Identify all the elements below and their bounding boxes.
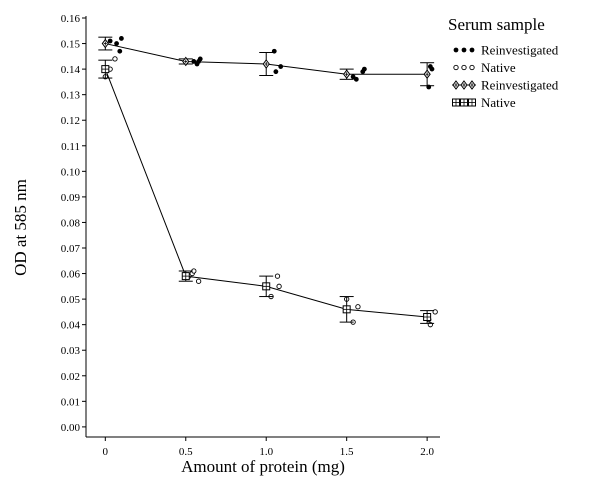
data-point-dot xyxy=(114,41,119,46)
data-point xyxy=(355,304,361,310)
mean-marker xyxy=(262,59,270,69)
y-tick-label: 0.10 xyxy=(61,166,81,178)
legend-label: Reinvestigated xyxy=(481,78,559,93)
data-point-dot xyxy=(197,56,203,62)
data-point xyxy=(117,48,123,54)
x-tick-label: 1.0 xyxy=(259,446,273,458)
legend-marker-dot xyxy=(461,47,467,53)
y-tick-label: 0.03 xyxy=(61,345,81,357)
series-3 xyxy=(98,59,435,324)
y-tick-label: 0.01 xyxy=(61,396,80,408)
y-tick-label: 0.14 xyxy=(61,64,81,76)
data-point-dot xyxy=(353,76,359,82)
legend-marker-dot xyxy=(461,64,467,71)
mean-marker xyxy=(101,38,109,49)
y-tick-label: 0.08 xyxy=(61,217,81,229)
mean-marker xyxy=(101,65,110,74)
legend-title: Serum sample xyxy=(448,15,545,34)
legend-marker xyxy=(469,64,475,71)
legend-marker xyxy=(453,47,459,53)
legend-marker xyxy=(453,64,459,71)
x-tick-label: 2.0 xyxy=(420,446,434,458)
y-tick-label: 0.11 xyxy=(61,141,80,153)
legend-marker xyxy=(468,98,476,107)
legend-marker xyxy=(468,80,476,90)
y-tick-label: 0.13 xyxy=(61,90,81,102)
mean-marker xyxy=(342,305,351,314)
data-point xyxy=(429,66,435,72)
y-tick-label: 0.12 xyxy=(61,115,80,127)
legend-marker xyxy=(460,98,468,107)
data-point-dot xyxy=(350,74,356,80)
data-point-dot xyxy=(107,38,113,44)
data-point xyxy=(350,74,356,80)
y-tick-label: 0.05 xyxy=(61,294,81,306)
data-point xyxy=(107,38,113,44)
y-tick-label: 0.09 xyxy=(61,192,81,204)
x-tick-label: 0.5 xyxy=(179,446,193,458)
y-tick-label: 0.15 xyxy=(61,39,81,51)
data-point xyxy=(353,76,359,82)
y-tick-label: 0.02 xyxy=(61,371,80,383)
legend-marker xyxy=(469,47,475,53)
legend-label: Native xyxy=(481,95,516,110)
series-2 xyxy=(98,36,435,87)
mean-marker xyxy=(182,56,190,67)
data-point-dot xyxy=(361,66,367,72)
legend-marker xyxy=(452,98,460,107)
legend-marker-dot xyxy=(453,47,459,53)
data-point-dot xyxy=(119,36,124,41)
legend: Serum sample Reinvestigated Native Reinves… xyxy=(448,15,559,110)
x-axis-title: Amount of protein (mg) xyxy=(181,457,345,476)
data-point-dot xyxy=(117,48,123,54)
data-point-dot xyxy=(355,304,361,310)
data-point-dot xyxy=(273,69,279,75)
legend-label: Reinvestigated xyxy=(481,43,559,58)
data-point-dot xyxy=(274,273,281,279)
data-point xyxy=(273,69,279,75)
legend-marker-dot xyxy=(469,64,475,71)
data-point xyxy=(361,66,367,72)
mean-marker xyxy=(423,69,431,80)
data-point xyxy=(114,41,119,46)
data-point-dot xyxy=(276,283,282,289)
legend-marker-dot xyxy=(453,64,459,71)
legend-marker xyxy=(460,80,468,90)
mean-marker xyxy=(423,313,432,321)
legend-marker-dot xyxy=(469,47,475,53)
data-point-dot xyxy=(429,66,435,72)
y-tick-label: 0.00 xyxy=(61,422,81,434)
legend-marker xyxy=(461,47,467,53)
x-tick-label: 0 xyxy=(103,446,109,458)
legend-marker xyxy=(452,80,460,90)
data-point-dot xyxy=(195,278,202,284)
series-0 xyxy=(107,36,435,90)
x-tick-label: 1.5 xyxy=(340,446,354,458)
legend-item: Reinvestigated xyxy=(452,78,559,93)
mean-marker xyxy=(343,69,351,80)
y-axis-title: OD at 585 nm xyxy=(11,179,30,276)
y-tick-label: 0.06 xyxy=(61,269,81,281)
y-tick-label: 0.07 xyxy=(61,243,81,255)
data-point-dot xyxy=(112,56,118,62)
data-point xyxy=(195,278,202,284)
legend-item: Native xyxy=(453,60,516,75)
legend-item: Native xyxy=(452,95,516,110)
y-tick-label: 0.16 xyxy=(61,13,81,25)
data-point xyxy=(197,56,203,62)
data-point xyxy=(119,36,124,41)
data-point xyxy=(276,283,282,289)
data-point xyxy=(112,56,118,62)
mean-marker xyxy=(262,282,271,291)
legend-label: Native xyxy=(481,60,516,75)
y-tick-label: 0.04 xyxy=(61,320,81,332)
mean-marker xyxy=(181,272,190,281)
legend-item: Reinvestigated xyxy=(453,43,559,58)
legend-marker xyxy=(461,64,467,71)
data-point xyxy=(274,273,281,279)
